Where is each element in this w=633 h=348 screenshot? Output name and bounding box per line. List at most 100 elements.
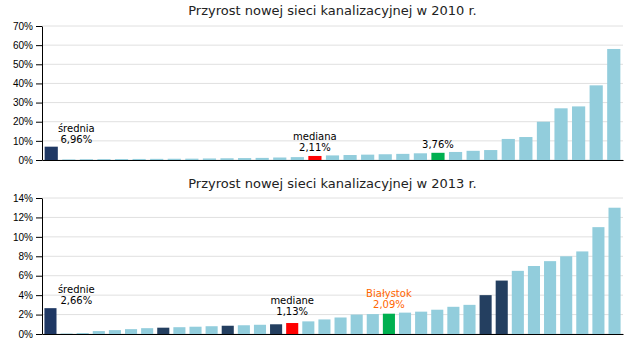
- tick-label: 60%: [13, 40, 33, 51]
- annotation: średnia6,96%: [58, 123, 95, 145]
- tick-label: 8%: [19, 251, 34, 262]
- bar: [61, 333, 73, 334]
- bar: [254, 325, 266, 334]
- annotation-line: średnia: [58, 123, 95, 134]
- bar: [496, 281, 508, 334]
- annotation-line: 2,09%: [373, 299, 405, 310]
- bars: [44, 208, 620, 334]
- tick-mark: [36, 276, 42, 277]
- annotation: Białystok2,09%: [366, 288, 412, 310]
- bar: [185, 159, 198, 160]
- annotations: średnia6,96%mediana2,11%3,76%: [58, 123, 454, 153]
- bar: [528, 266, 540, 334]
- tick-label: 20%: [13, 116, 33, 127]
- bar: [502, 139, 515, 160]
- annotation-line: 2,11%: [299, 142, 331, 153]
- tick-label: 0%: [19, 329, 34, 340]
- tick-mark: [36, 198, 42, 199]
- y-axis: 0%10%20%30%40%50%60%70%: [13, 21, 43, 166]
- bar: [238, 158, 251, 160]
- grid-line: [42, 45, 623, 46]
- tick-label: 6%: [19, 270, 34, 281]
- grid-line: [42, 217, 623, 218]
- bar: [590, 85, 603, 160]
- chart-root: Przyrost nowej sieci kanalizacyjnej w 20…: [0, 0, 633, 348]
- y-tick: 30%: [13, 97, 42, 108]
- axis-line: [43, 160, 624, 161]
- bar: [286, 323, 298, 334]
- bar: [554, 108, 567, 160]
- bar: [302, 321, 314, 334]
- y-tick: 12%: [13, 212, 42, 223]
- bar: [326, 155, 339, 160]
- tick-mark: [36, 295, 42, 296]
- bar: [189, 327, 201, 334]
- tick-label: 12%: [13, 212, 33, 223]
- bar: [97, 159, 110, 160]
- bar: [361, 155, 374, 160]
- annotation-line: 2,66%: [60, 295, 92, 306]
- y-tick: 6%: [19, 270, 42, 281]
- tick-label: 10%: [13, 232, 33, 243]
- y-tick: 14%: [13, 193, 42, 204]
- tick-label: 4%: [19, 290, 34, 301]
- bar: [238, 325, 250, 334]
- y-tick: 50%: [13, 59, 42, 70]
- tick-mark: [36, 141, 42, 142]
- bar: [77, 333, 89, 334]
- y-tick: 10%: [13, 232, 42, 243]
- tick-mark: [36, 256, 42, 257]
- bar: [572, 106, 585, 160]
- annotation-line: mediana: [293, 131, 337, 142]
- bar: [93, 331, 105, 334]
- tick-label: 10%: [13, 136, 33, 147]
- bar: [141, 328, 153, 334]
- annotation-line: 6,96%: [60, 134, 92, 145]
- tick-label: 70%: [13, 21, 33, 32]
- y-tick: 60%: [13, 40, 42, 51]
- y-tick: 4%: [19, 290, 42, 301]
- bar: [62, 159, 75, 160]
- bar: [415, 312, 427, 334]
- grid: [42, 198, 623, 334]
- tick-mark: [36, 83, 42, 84]
- bar: [383, 314, 395, 334]
- bar: [44, 308, 56, 334]
- bar: [519, 137, 532, 160]
- annotation-line: mediane: [270, 295, 314, 306]
- bar: [343, 155, 356, 160]
- bar: [220, 158, 233, 160]
- bars: [45, 49, 621, 160]
- bar: [115, 159, 128, 160]
- tick-label: 30%: [13, 97, 33, 108]
- bar: [537, 122, 550, 160]
- bar: [256, 158, 269, 160]
- bar: [544, 261, 556, 334]
- bar: [431, 153, 444, 160]
- annotations: średnie2,66%mediane1,13%Białystok2,09%: [58, 284, 412, 317]
- bar: [414, 153, 427, 160]
- bar: [203, 158, 216, 160]
- annotation-line: Białystok: [366, 288, 412, 299]
- y-tick: 0%: [19, 155, 42, 166]
- bar: [157, 328, 169, 334]
- bar: [447, 307, 459, 334]
- chart-panel: Przyrost nowej sieci kanalizacyjnej w 20…: [13, 3, 624, 166]
- bar: [335, 317, 347, 334]
- annotation: mediane1,13%: [270, 295, 314, 317]
- bar: [467, 151, 480, 160]
- y-axis: 0% 2% 4% 6% 8% 10% 12% 14%: [13, 193, 43, 340]
- bar: [512, 271, 524, 334]
- bar: [576, 251, 588, 334]
- tick-mark: [36, 26, 42, 27]
- bar: [608, 208, 620, 334]
- tick-mark: [36, 45, 42, 46]
- bar: [168, 159, 181, 160]
- bar: [308, 156, 321, 160]
- bar: [273, 158, 286, 160]
- bar: [480, 295, 492, 334]
- tick-label: 50%: [13, 59, 33, 70]
- chart-title: Przyrost nowej sieci kanalizacyjnej w 20…: [188, 176, 477, 191]
- bar: [463, 305, 475, 334]
- tick-label: 2%: [19, 309, 34, 320]
